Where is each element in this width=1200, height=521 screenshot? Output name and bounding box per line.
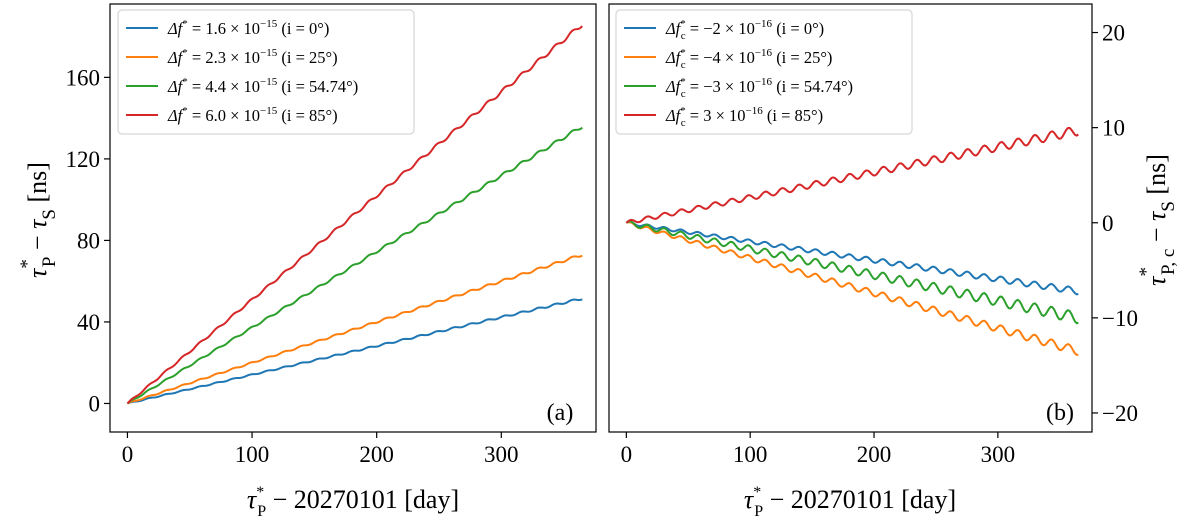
x-tick-label: 300	[981, 442, 1016, 467]
x-axis-label: τ* P − 20270101 [day]	[744, 484, 956, 520]
series-line-3	[625, 220, 1079, 325]
series-line-1	[626, 220, 1079, 296]
y-tick-label: 120	[66, 147, 101, 172]
y-tick-label: 10	[1102, 116, 1125, 141]
panel-label: (a)	[547, 400, 574, 426]
x-tick-label: 200	[359, 442, 394, 467]
y-tick-label: 0	[1102, 211, 1114, 236]
axes-frame	[608, 3, 1093, 433]
series-group	[126, 25, 583, 405]
y-tick-label: 0	[89, 391, 101, 416]
y-tick-label: −10	[1102, 306, 1138, 331]
y-axis-label: τ*P, c − τS [ns]	[1136, 154, 1179, 286]
legend-entry-3: Δf* c = −3 × 10−16 (i = 54.74°)	[665, 76, 853, 100]
y-tick-label: 160	[66, 65, 101, 90]
legend: Δf* c = −2 × 10−16 (i = 0°) Δf* c = −4 × 10…	[615, 9, 913, 135]
legend: Δf* = 1.6 × 10−15 (i = 0°) Δf* = 2.3 × 10…	[117, 9, 415, 135]
x-tick-label: 0	[621, 442, 633, 467]
x-axis-label: τ* P − 20270101 [day]	[247, 484, 459, 520]
series-line-2	[626, 221, 1079, 356]
y-axis-label: τ*P − τS [ns]	[17, 162, 60, 278]
series-line-3	[126, 126, 583, 405]
x-tick-label: 100	[235, 442, 270, 467]
y-tick-label: −20	[1102, 401, 1138, 426]
y-tick-label: 40	[77, 310, 100, 335]
legend-box	[117, 9, 415, 135]
legend-entry-2: Δf* c = −4 × 10−16 (i = 25°)	[665, 47, 832, 71]
legend-entry-1: Δf* c = −2 × 10−16 (i = 0°)	[665, 18, 824, 42]
series-group	[625, 127, 1079, 356]
x-tick-label: 100	[733, 442, 768, 467]
series-line-4	[126, 25, 583, 405]
y-tick-label: 80	[77, 228, 100, 253]
series-line-1	[127, 298, 583, 405]
legend-entry-4: Δf* = 6.0 × 10−15 (i = 85°)	[167, 105, 338, 125]
series-line-2	[127, 254, 583, 405]
x-tick-label: 0	[122, 442, 134, 467]
legend-box	[615, 9, 913, 135]
legend-entry-3: Δf* = 4.4 × 10−15 (i = 54.74°)	[167, 76, 358, 96]
y-tick-label: 20	[1102, 21, 1125, 46]
legend-entry-1: Δf* = 1.6 × 10−15 (i = 0°)	[167, 18, 329, 38]
x-tick-label: 200	[857, 442, 892, 467]
legend-entry-4: Δf* c = 3 × 10−16 (i = 85°)	[665, 105, 823, 129]
legend-entry-2: Δf* = 2.3 × 10−15 (i = 25°)	[167, 47, 338, 67]
series-line-4	[625, 127, 1079, 224]
panel-b-corrected-offset-plot: 0 100 200 300 −20 −10 0 10 20 τ* P − 20270101 [day…	[608, 3, 1179, 520]
panel-a-time-offset-plot: 0 100 200 300 0 40 80 120 160 τ* P − 20270101 [day…	[17, 3, 597, 520]
axes-frame	[109, 3, 597, 433]
x-tick-label: 300	[484, 442, 519, 467]
panel-label: (b)	[1046, 400, 1074, 426]
